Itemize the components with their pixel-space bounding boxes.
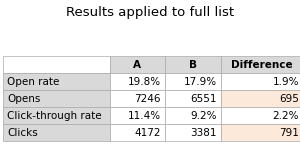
- Text: A: A: [133, 60, 141, 70]
- Text: 791: 791: [279, 128, 299, 138]
- Text: Clicks: Clicks: [7, 128, 38, 138]
- Text: Results applied to full list: Results applied to full list: [66, 6, 234, 19]
- FancyBboxPatch shape: [165, 90, 220, 107]
- Text: 1.9%: 1.9%: [273, 77, 299, 87]
- FancyBboxPatch shape: [110, 56, 165, 73]
- Text: Click-through rate: Click-through rate: [7, 111, 101, 121]
- FancyBboxPatch shape: [3, 56, 110, 73]
- Text: 3381: 3381: [190, 128, 217, 138]
- Text: 9.2%: 9.2%: [190, 111, 217, 121]
- Text: 695: 695: [279, 94, 299, 104]
- FancyBboxPatch shape: [220, 56, 300, 73]
- Text: Opens: Opens: [7, 94, 40, 104]
- Text: 2.2%: 2.2%: [273, 111, 299, 121]
- FancyBboxPatch shape: [110, 73, 165, 90]
- FancyBboxPatch shape: [165, 56, 220, 73]
- FancyBboxPatch shape: [165, 73, 220, 90]
- FancyBboxPatch shape: [165, 107, 220, 124]
- FancyBboxPatch shape: [220, 90, 300, 107]
- FancyBboxPatch shape: [165, 124, 220, 141]
- FancyBboxPatch shape: [110, 124, 165, 141]
- FancyBboxPatch shape: [3, 90, 110, 107]
- Text: 17.9%: 17.9%: [184, 77, 217, 87]
- Text: Open rate: Open rate: [7, 77, 59, 87]
- Text: 6551: 6551: [190, 94, 217, 104]
- Text: 7246: 7246: [135, 94, 161, 104]
- Text: 4172: 4172: [135, 128, 161, 138]
- FancyBboxPatch shape: [110, 107, 165, 124]
- FancyBboxPatch shape: [220, 107, 300, 124]
- FancyBboxPatch shape: [220, 124, 300, 141]
- Text: Difference: Difference: [231, 60, 292, 70]
- FancyBboxPatch shape: [110, 90, 165, 107]
- FancyBboxPatch shape: [3, 124, 110, 141]
- Text: 11.4%: 11.4%: [128, 111, 161, 121]
- FancyBboxPatch shape: [220, 73, 300, 90]
- Text: 19.8%: 19.8%: [128, 77, 161, 87]
- FancyBboxPatch shape: [3, 107, 110, 124]
- FancyBboxPatch shape: [3, 73, 110, 90]
- Text: B: B: [189, 60, 197, 70]
